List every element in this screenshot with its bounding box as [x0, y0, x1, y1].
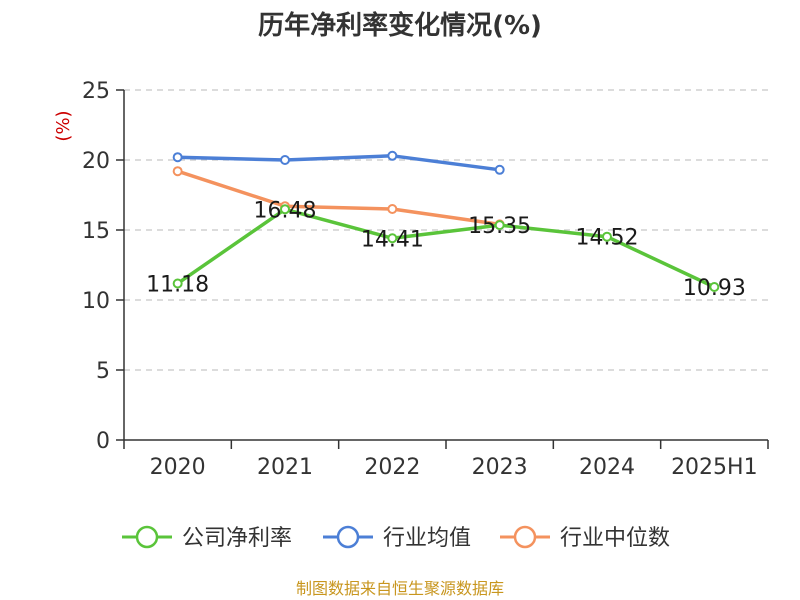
data-point	[494, 164, 505, 175]
legend-item[interactable]: 公司净利率	[122, 525, 292, 551]
data-point	[172, 278, 183, 289]
source-note: 制图数据来自恒生聚源数据库	[296, 579, 504, 598]
series-lines	[172, 150, 720, 292]
data-labels: 11.18 16.48 14.41 15.35 14.52 10.93	[146, 198, 746, 301]
data-point	[172, 152, 183, 163]
series-line	[177, 154, 500, 172]
y-tick-label: 20	[82, 149, 110, 174]
y-tick-label: 0	[96, 429, 110, 454]
legend-item[interactable]: 行业均值	[323, 525, 471, 551]
data-label: 16.48	[254, 198, 317, 223]
legend-marker	[135, 525, 159, 549]
x-tick-label: 2020	[150, 455, 206, 480]
legend-label: 行业中位数	[560, 526, 670, 551]
data-label: 11.18	[146, 272, 209, 297]
chart-title: 历年净利率变化情况(%)	[258, 10, 542, 41]
x-tick-label: 2021	[257, 455, 313, 480]
legend-marker	[336, 525, 360, 549]
legend: 公司净利率 行业均值 行业中位数	[122, 525, 670, 551]
legend-label: 行业均值	[383, 526, 471, 551]
series-line	[176, 207, 716, 289]
data-label: 10.93	[683, 276, 746, 301]
data-point	[387, 233, 398, 244]
data-label: 14.41	[361, 227, 424, 252]
y-tick-label: 15	[82, 219, 110, 244]
data-point	[172, 166, 183, 177]
y-tick-label: 10	[82, 289, 110, 314]
y-tick-label: 5	[96, 359, 110, 384]
legend-marker	[513, 525, 537, 549]
data-point	[387, 204, 398, 214]
x-tick-label: 2023	[472, 455, 528, 480]
legend-label: 公司净利率	[182, 526, 292, 551]
series-line	[177, 169, 500, 227]
y-axis-unit-label: (%)	[53, 110, 74, 141]
y-tick-label: 25	[82, 79, 110, 104]
x-tick-label: 2022	[364, 455, 420, 480]
data-point	[709, 281, 720, 292]
data-point	[280, 204, 290, 215]
x-tick-label: 2024	[579, 455, 635, 480]
data-point	[280, 155, 290, 165]
data-point	[387, 150, 398, 161]
legend-item[interactable]: 行业中位数	[500, 525, 670, 551]
data-point	[494, 220, 505, 231]
data-point	[602, 231, 612, 242]
axes: 0 5 10 15 20 25 2020 2021 2022 2023 2024 2025H1	[82, 79, 769, 480]
x-tick-label: 2025H1	[671, 455, 758, 480]
data-label: 15.35	[468, 214, 531, 239]
data-label: 14.52	[576, 226, 639, 251]
